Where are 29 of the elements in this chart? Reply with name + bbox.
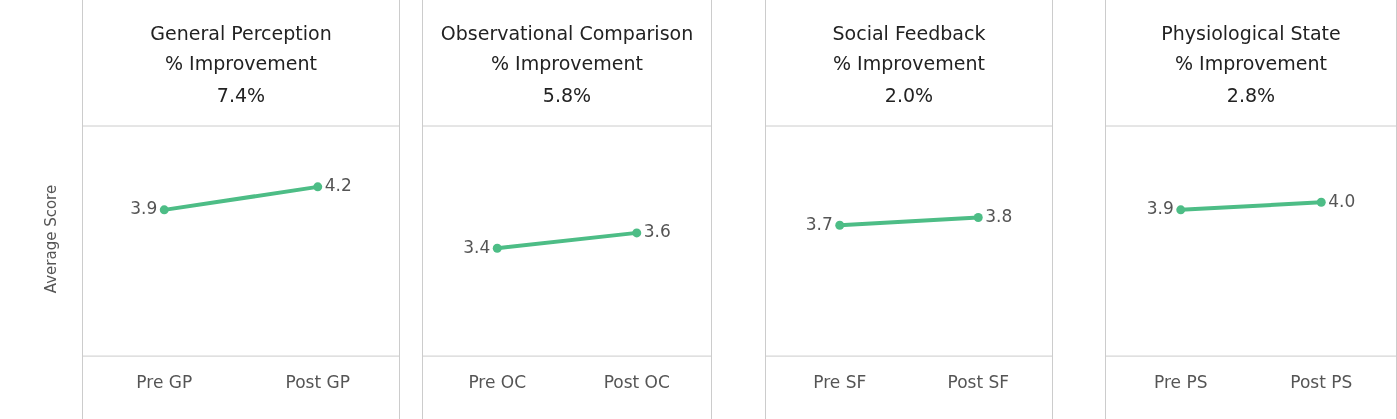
chart-subtitle: % Improvement (164, 51, 318, 76)
data-label: 3.7 (805, 213, 833, 234)
x-tick-label: Post SF (947, 372, 1010, 393)
y-axis-title: Average Score (42, 184, 61, 294)
x-tick-label: Pre OC (468, 372, 527, 393)
data-label: 3.6 (643, 221, 671, 242)
data-label: 4.2 (324, 175, 352, 196)
chart-subtitle: % Improvement (1174, 51, 1328, 76)
text: 7.4% (215, 83, 267, 108)
chart-title: Physiological State (1160, 21, 1342, 46)
chart-subtitle: % Improvement (832, 51, 986, 76)
text: 2.0% (883, 83, 935, 108)
x-tick-label: Pre SF (813, 372, 867, 393)
x-tick-label: Post PS (1290, 372, 1353, 393)
chart-title: Social Feedback (831, 21, 987, 46)
x-tick-label: Post OC (603, 372, 670, 393)
data-label: 3.9 (1146, 198, 1174, 219)
data-label: 3.4 (463, 236, 491, 257)
data-label: 3.8 (985, 205, 1013, 226)
text: 5.8% (541, 83, 593, 108)
data-label: 3.9 (130, 198, 158, 219)
chart-title: Observational Comparison (439, 21, 695, 46)
chart-title: General Perception (149, 21, 333, 46)
x-tick-label: Pre GP (136, 372, 193, 393)
text: 2.8% (1225, 83, 1277, 108)
x-tick-label: Post GP (285, 372, 350, 393)
data-label: 4.0 (1328, 190, 1356, 211)
chart-subtitle: % Improvement (490, 51, 644, 76)
x-tick-label: Pre PS (1154, 372, 1208, 393)
